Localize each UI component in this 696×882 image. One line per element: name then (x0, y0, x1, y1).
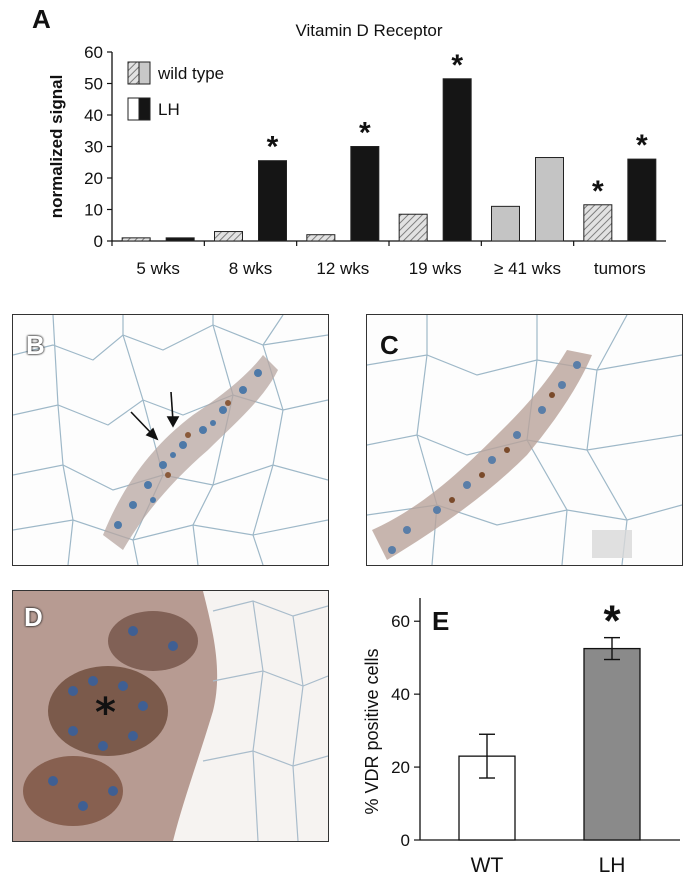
bar-LH-4 (535, 157, 564, 242)
legend-swatch-wild-type (138, 61, 151, 85)
chart-title: Vitamin D Receptor (295, 21, 442, 40)
bar-wild-type-2 (306, 234, 336, 242)
bar-LH-5 (627, 158, 657, 242)
legend-label: wild type (157, 64, 224, 83)
x-tick-label: ≥ 41 wks (494, 259, 561, 278)
y-tick-label-e: 20 (391, 758, 410, 777)
panel-label-a: A (32, 4, 51, 34)
bar-LH-1 (258, 160, 287, 242)
vdr-bar-chart: Vitamin D Receptor 0 10 20 30 40 50 60 normalize… (47, 21, 666, 278)
panel-label-c: C (380, 330, 399, 360)
x-tick-label: 12 wks (316, 259, 369, 278)
micrograph-b (12, 314, 329, 566)
significance-marker: * (636, 129, 648, 162)
x-tick-label-e: LH (599, 854, 626, 877)
x-tick-label: tumors (594, 259, 646, 278)
y-tick-label: 60 (84, 43, 103, 62)
y-tick-label-e: 40 (391, 685, 410, 704)
x-tick-label-e: WT (471, 854, 504, 877)
bar-wild-type-1 (214, 231, 243, 242)
bar-LH-0 (165, 237, 195, 242)
significance-marker: * (267, 131, 279, 164)
legend-label: LH (158, 100, 180, 119)
legend-swatch-hatch (127, 61, 140, 85)
y-tick-label-e: 60 (391, 612, 410, 631)
significance-marker: * (359, 117, 371, 150)
x-tick-label: 19 wks (409, 259, 462, 278)
y-tick-label: 30 (84, 138, 103, 157)
significance-marker: * (451, 49, 463, 82)
y-tick-label: 0 (94, 232, 103, 251)
bar-wild-type-3 (398, 213, 428, 242)
bar-wild-type-0 (121, 237, 151, 242)
bar-LH-2 (350, 146, 380, 242)
legend-swatch-LH (138, 97, 151, 121)
significance-marker: * (592, 175, 604, 208)
bar-wild-type-5 (583, 204, 613, 242)
arrow-icons (130, 391, 180, 441)
panel-label-b: B (26, 330, 45, 360)
x-tick-label: 8 wks (229, 259, 272, 278)
panel-label-d: D (24, 602, 43, 632)
micrograph-d: * (12, 590, 329, 842)
y-tick-label: 50 (84, 75, 103, 94)
y-tick-label: 20 (84, 169, 103, 188)
bar-wt (458, 755, 516, 841)
y-axis-label-e: % VDR positive cells (362, 648, 382, 814)
x-tick-label: 5 wks (136, 259, 179, 278)
bar-LH-3 (442, 78, 472, 242)
micrograph-c (366, 314, 683, 566)
y-tick-label: 40 (84, 106, 103, 125)
panel-label-e: E (432, 606, 450, 636)
legend-swatch-hatch (127, 97, 140, 121)
asterisk-marker: * (95, 690, 116, 736)
y-tick-label-e: 0 (401, 831, 410, 850)
y-axis-label: normalized signal (47, 75, 66, 219)
y-tick-label: 10 (84, 201, 103, 220)
bar-lh (583, 647, 641, 841)
significance-marker-e: * (603, 597, 621, 646)
bar-wild-type-4 (491, 205, 520, 242)
